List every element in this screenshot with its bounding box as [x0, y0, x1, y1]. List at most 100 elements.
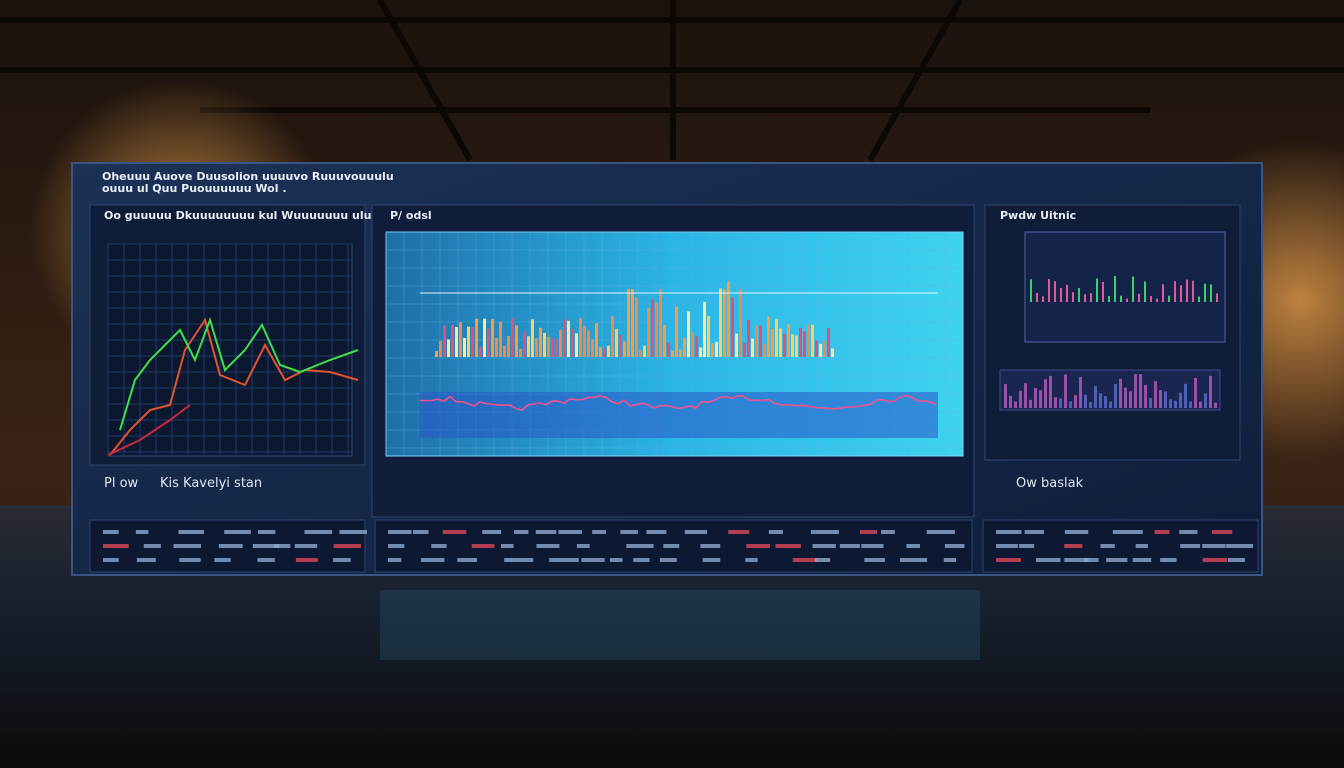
bar [1019, 390, 1022, 408]
bar [491, 319, 494, 357]
bar [651, 299, 654, 357]
bar [519, 348, 522, 357]
bar [1174, 281, 1176, 302]
bar [479, 346, 482, 357]
indicator [1228, 558, 1246, 562]
indicator [103, 530, 119, 534]
bar [535, 338, 538, 357]
indicator [214, 558, 231, 562]
indicator [252, 544, 280, 548]
bar [1129, 391, 1132, 408]
indicator [1019, 544, 1035, 548]
indicator [576, 544, 590, 548]
bar [1192, 280, 1194, 302]
bar [587, 330, 590, 357]
bar [499, 321, 502, 357]
bar [1179, 392, 1182, 408]
bar [803, 331, 806, 357]
bar [1199, 401, 1202, 408]
bar [795, 335, 798, 357]
bar [1090, 293, 1092, 302]
indicator [1132, 558, 1152, 562]
indicator [179, 558, 201, 562]
indicator [1211, 530, 1233, 534]
bar [1124, 387, 1127, 408]
bar [779, 328, 782, 357]
bar [1189, 401, 1192, 408]
indicator [792, 558, 819, 562]
bar [475, 318, 478, 357]
bar [743, 342, 746, 357]
bar [627, 289, 630, 357]
status-strips [89, 519, 1259, 573]
bar [1216, 293, 1218, 302]
indicator [700, 544, 721, 548]
bar [747, 319, 750, 357]
bar [1144, 281, 1146, 302]
bar [619, 335, 622, 357]
bar [615, 328, 618, 357]
bar [787, 324, 790, 357]
indicator [1024, 530, 1044, 534]
bar [655, 302, 658, 357]
bar [711, 343, 714, 357]
bar [579, 318, 582, 357]
bar [463, 337, 466, 357]
bar [663, 324, 666, 357]
indicator [768, 530, 783, 534]
bar [467, 326, 470, 357]
bar [1004, 384, 1007, 408]
bar [1029, 399, 1032, 408]
caption: Pl ow [104, 476, 139, 491]
indicator [431, 544, 447, 548]
indicator [1226, 544, 1254, 548]
bar [471, 327, 474, 357]
bar [1168, 295, 1170, 302]
indicator [274, 544, 291, 548]
bar [1132, 276, 1134, 302]
bar [703, 301, 706, 357]
bar [659, 289, 662, 357]
bar [1096, 278, 1098, 302]
bar [583, 326, 586, 357]
bar [455, 327, 458, 357]
indicator [1084, 558, 1099, 562]
bar [1036, 293, 1038, 302]
bar [507, 336, 510, 357]
indicator [558, 530, 582, 534]
bar [1169, 399, 1172, 408]
bar [679, 349, 682, 357]
bar [559, 329, 562, 357]
bar [1014, 401, 1017, 408]
bar [1120, 295, 1122, 302]
bar [723, 289, 726, 357]
bar [771, 328, 774, 357]
bar [1109, 401, 1112, 408]
bar [691, 332, 694, 357]
indicator [659, 558, 677, 562]
bar [523, 331, 526, 357]
ceiling-beams [0, 0, 1344, 162]
bar [1034, 387, 1037, 408]
bar [1078, 288, 1080, 302]
indicator [103, 544, 129, 548]
bar [1074, 395, 1077, 408]
bar [715, 341, 718, 357]
bar [1060, 287, 1062, 302]
indicator [864, 558, 885, 562]
indicator [1100, 544, 1115, 548]
bar [1144, 384, 1147, 408]
bar [527, 336, 530, 357]
bar [483, 318, 486, 357]
bar [719, 288, 722, 357]
bar [1159, 390, 1162, 408]
bar [1174, 400, 1177, 408]
indicator [592, 530, 606, 534]
bar [447, 339, 450, 357]
bar [611, 316, 614, 357]
indicator [257, 558, 275, 562]
indicator [388, 530, 412, 534]
bar [543, 332, 546, 357]
indicator [535, 530, 557, 534]
